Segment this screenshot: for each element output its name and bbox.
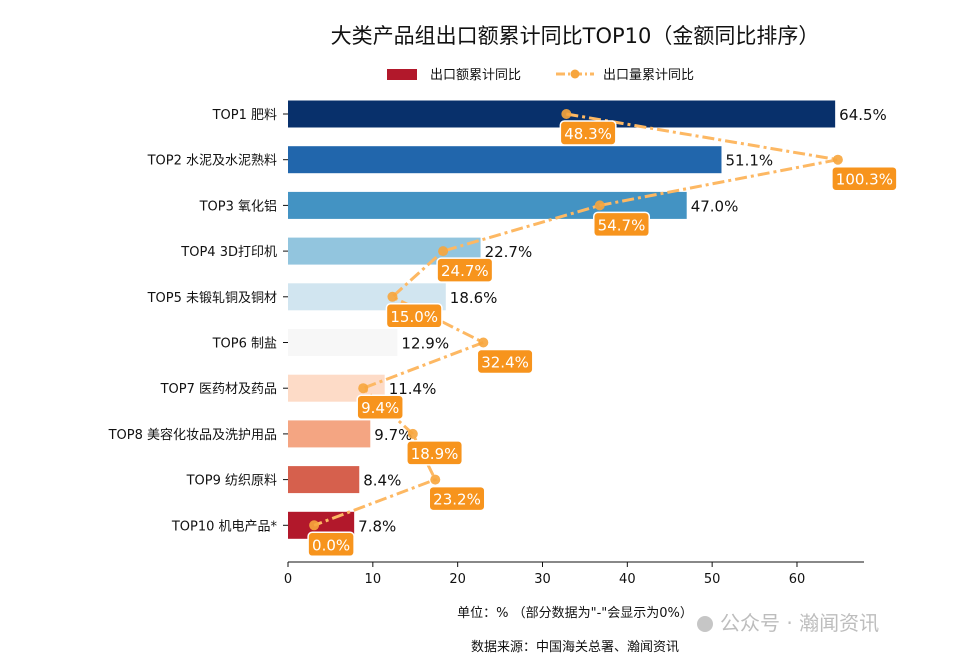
- volume-label-box: [385, 303, 443, 329]
- bar: [288, 420, 371, 448]
- volume-point: [309, 520, 320, 531]
- y-tick-label: TOP1 肥料: [212, 108, 277, 123]
- y-tick-label: TOP4 3D打印机: [180, 245, 277, 260]
- volume-point: [832, 154, 843, 165]
- volume-point: [430, 474, 441, 485]
- volume-value-label: 32.4%: [481, 354, 529, 372]
- legend-bar-label: 出口额累计同比: [430, 68, 521, 83]
- volume-value-label: 100.3%: [836, 171, 893, 189]
- volume-value-label: 15.0%: [390, 308, 438, 326]
- x-tick-label: 20: [449, 572, 466, 587]
- legend-bar-swatch: [387, 69, 417, 80]
- volume-label-box: [559, 120, 617, 146]
- watermark: 公众号 · 瀚闻资讯: [697, 611, 879, 635]
- legend: 出口额累计同比 出口量累计同比: [387, 68, 694, 83]
- volume-label-box: [307, 531, 355, 558]
- bar-value-label: 18.6%: [450, 289, 498, 307]
- volume-label-box: [593, 211, 651, 238]
- legend-line-marker: [570, 69, 580, 79]
- volume-label-box: [831, 165, 898, 192]
- y-tick-label: TOP6 制盐: [212, 337, 277, 352]
- bar-value-label: 47.0%: [691, 197, 739, 215]
- x-axis: 0 10 20 30 40 50 60: [284, 561, 864, 587]
- volume-point: [387, 291, 398, 302]
- bar-value-label: 7.8%: [358, 517, 396, 535]
- watermark-text: 公众号 · 瀚闻资讯: [720, 611, 879, 635]
- bar: [288, 466, 360, 494]
- bar-value-label: 9.7%: [374, 426, 412, 444]
- volume-value-label: 0.0%: [312, 536, 350, 554]
- bar-value-label: 12.9%: [401, 335, 449, 353]
- x-axis-label: 单位：% （部分数据为"-"会显示为0%）: [457, 606, 693, 621]
- bar: [288, 329, 398, 356]
- volume-value-label: 48.3%: [564, 125, 612, 143]
- volume-value-label: 54.7%: [598, 216, 646, 234]
- x-tick-label: 30: [534, 572, 551, 587]
- y-tick-label: TOP3 氧化铝: [199, 199, 277, 214]
- x-tick-label: 10: [365, 572, 382, 587]
- volume-value-label: 18.9%: [411, 445, 459, 463]
- wechat-icon: [697, 616, 713, 632]
- volume-point: [358, 383, 369, 394]
- volume-value-label: 23.2%: [433, 491, 481, 509]
- volume-point: [438, 246, 449, 257]
- volume-label-box: [436, 257, 494, 283]
- bar-value-label: 11.4%: [389, 380, 437, 398]
- volume-label-box: [406, 440, 464, 466]
- y-tick-label: TOP5 未锻轧铜及铜材: [147, 291, 277, 306]
- volume-line: 48.3% 100.3% 54.7% 24.7% 15.0% 32.4% 9.4% 18.9%…: [307, 109, 898, 558]
- bar-value-label: 22.7%: [485, 243, 533, 261]
- bar-value-label: 8.4%: [363, 472, 401, 490]
- source-note: 数据来源：中国海关总署、瀚闻资讯: [471, 640, 679, 655]
- y-tick-label: TOP8 美容化妆品及洗护用品: [108, 427, 277, 443]
- volume-value-label: 9.4%: [361, 399, 399, 417]
- x-tick-label: 40: [619, 572, 636, 587]
- volume-label-box: [476, 348, 534, 375]
- y-tick-label: TOP7 医药材及药品: [160, 382, 277, 397]
- bar-value-label: 51.1%: [725, 152, 773, 170]
- bar-value-label: 64.5%: [839, 106, 887, 124]
- volume-label-box: [356, 394, 404, 420]
- volume-value-label: 24.7%: [441, 262, 489, 280]
- volume-label-box: [428, 485, 486, 512]
- y-tick-label: TOP2 水泥及水泥熟料: [147, 153, 277, 169]
- volume-point: [478, 337, 489, 348]
- volume-point: [561, 109, 572, 119]
- y-tick-label: TOP9 纺织原料: [186, 474, 277, 489]
- y-tick-label: TOP10 机电产品*: [171, 519, 278, 534]
- x-tick-label: 60: [789, 572, 806, 587]
- volume-point: [407, 428, 418, 439]
- y-axis: TOP1 肥料 TOP2 水泥及水泥熟料 TOP3 氧化铝 TOP4 3D打印机 TOP…: [108, 108, 288, 534]
- chart-title: 大类产品组出口额累计同比TOP10（金额同比排序）: [331, 24, 820, 48]
- legend-line-label: 出口量累计同比: [603, 68, 694, 83]
- x-tick-label: 50: [704, 572, 721, 587]
- volume-point: [594, 200, 605, 211]
- x-tick-label: 0: [284, 572, 292, 587]
- bar: [288, 146, 722, 174]
